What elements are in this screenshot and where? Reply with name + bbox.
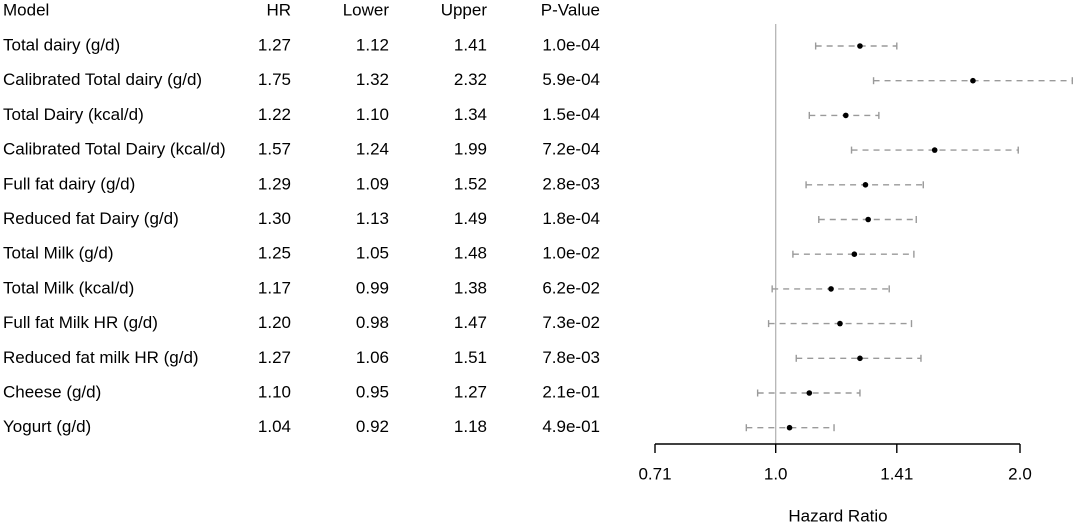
cell-upper: 1.51 <box>454 348 487 367</box>
cell-hr: 1.29 <box>258 174 291 193</box>
cell-hr: 1.30 <box>258 209 291 228</box>
cell-p: 2.8e-03 <box>542 174 600 193</box>
cell-model: Reduced fat Dairy (g/d) <box>3 209 179 228</box>
column-header-upper: Upper <box>441 0 488 19</box>
cell-p: 7.3e-02 <box>542 313 600 332</box>
cell-model: Total dairy (g/d) <box>3 35 120 54</box>
hr-point <box>865 216 871 223</box>
cell-upper: 1.27 <box>454 382 487 401</box>
cell-p: 7.2e-04 <box>542 140 600 159</box>
cell-lower: 1.10 <box>356 105 389 124</box>
hr-point <box>806 390 813 396</box>
hr-point <box>857 43 863 49</box>
cell-p: 6.2e-02 <box>542 278 600 297</box>
cell-model: Calibrated Total Dairy (kcal/d) <box>3 140 226 159</box>
cell-lower: 1.06 <box>356 348 389 367</box>
cell-upper: 1.99 <box>454 140 487 159</box>
cell-hr: 1.27 <box>258 348 291 367</box>
cell-upper: 2.32 <box>454 70 487 89</box>
hr-point <box>837 320 843 327</box>
cell-model: Total Dairy (kcal/d) <box>3 105 144 124</box>
x-tick-label: 0.71 <box>638 464 671 483</box>
cell-upper: 1.48 <box>454 244 487 263</box>
column-header-lower: Lower <box>343 0 390 19</box>
hr-point <box>842 112 849 119</box>
cell-hr: 1.57 <box>258 140 291 159</box>
estimates-table: Model HR Lower Upper P-Value Total dairy (g/d… <box>3 0 600 436</box>
cell-hr: 1.27 <box>258 35 291 54</box>
cell-p: 1.8e-04 <box>542 209 600 228</box>
hr-point <box>862 182 869 188</box>
cell-p: 1.5e-04 <box>542 105 600 124</box>
x-axis-label: Hazard Ratio <box>788 506 887 525</box>
column-header-hr: HR <box>266 0 291 19</box>
cell-p: 1.0e-02 <box>542 244 600 263</box>
cell-upper: 1.18 <box>454 417 487 436</box>
cell-hr: 1.20 <box>258 313 291 332</box>
cell-model: Full fat dairy (g/d) <box>3 174 135 193</box>
cell-model: Total Milk (g/d) <box>3 244 114 263</box>
x-tick-label: 1.0 <box>764 464 788 483</box>
cell-upper: 1.47 <box>454 313 487 332</box>
cell-model: Cheese (g/d) <box>3 382 101 401</box>
cell-lower: 1.32 <box>356 70 389 89</box>
cell-hr: 1.75 <box>258 70 291 89</box>
cell-upper: 1.38 <box>454 278 487 297</box>
cell-hr: 1.10 <box>258 382 291 401</box>
cell-upper: 1.34 <box>454 105 487 124</box>
hr-point <box>851 251 858 257</box>
hr-point <box>970 77 976 84</box>
x-tick-label: 1.41 <box>880 464 913 483</box>
cell-p: 7.8e-03 <box>542 348 600 367</box>
cell-upper: 1.52 <box>454 174 487 193</box>
cell-lower: 0.95 <box>356 382 389 401</box>
plot-area <box>745 24 1074 444</box>
cell-lower: 1.12 <box>356 35 389 54</box>
cell-upper: 1.41 <box>454 35 487 54</box>
cell-lower: 0.92 <box>356 417 389 436</box>
cell-model: Reduced fat milk HR (g/d) <box>3 348 199 367</box>
hr-point <box>786 424 793 431</box>
cell-lower: 1.24 <box>356 140 389 159</box>
cell-lower: 0.98 <box>356 313 389 332</box>
cell-lower: 1.09 <box>356 174 389 193</box>
column-header-p-value: P-Value <box>541 0 600 19</box>
cell-p: 1.0e-04 <box>542 35 600 54</box>
x-axis: 0.71 1.0 1.41 2.0 Hazard Ratio <box>638 443 1032 525</box>
hr-point <box>857 355 863 362</box>
cell-model: Calibrated Total dairy (g/d) <box>3 70 202 89</box>
cell-p: 4.9e-01 <box>542 417 600 436</box>
cell-hr: 1.22 <box>258 105 291 124</box>
hr-point <box>931 147 938 153</box>
cell-hr: 1.17 <box>258 278 291 297</box>
cell-lower: 1.13 <box>356 209 389 228</box>
cell-upper: 1.49 <box>454 209 487 228</box>
hr-point <box>828 286 834 292</box>
cell-model: Full fat Milk HR (g/d) <box>3 313 158 332</box>
cell-p: 5.9e-04 <box>542 70 600 89</box>
x-tick-label: 2.0 <box>1008 464 1032 483</box>
cell-lower: 0.99 <box>356 278 389 297</box>
cell-lower: 1.05 <box>356 244 389 263</box>
cell-hr: 1.25 <box>258 244 291 263</box>
cell-p: 2.1e-01 <box>542 382 600 401</box>
cell-model: Total Milk (kcal/d) <box>3 278 134 297</box>
cell-model: Yogurt (g/d) <box>3 417 91 436</box>
cell-hr: 1.04 <box>258 417 291 436</box>
column-header-model: Model <box>3 0 49 19</box>
